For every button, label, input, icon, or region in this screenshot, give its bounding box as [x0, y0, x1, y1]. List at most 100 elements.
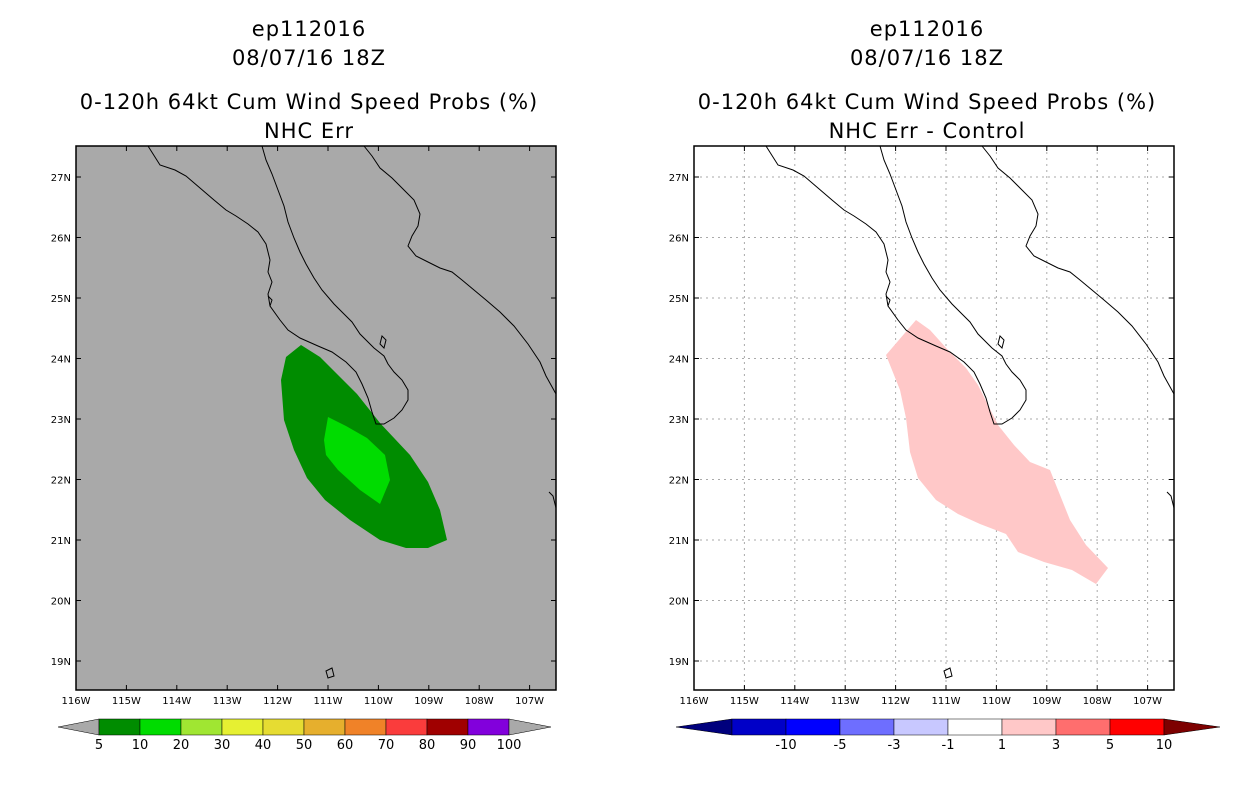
lat-label: 23N: [51, 415, 71, 426]
lat-axis: 27N 26N 25N 24N 23N 22N 21N 20N 19N: [669, 173, 1174, 668]
left-map-panel: ep112016 08/07/16 18Z 0-120h 64kt Cum Wi…: [51, 17, 557, 753]
colorbar-swatch: [731, 718, 787, 736]
lat-label: 26N: [51, 234, 71, 245]
colorbar-swatch: [180, 718, 223, 736]
colorbar-swatch: [785, 718, 841, 736]
colorbar-swatch: [893, 718, 949, 736]
colorbar-label: 1: [998, 738, 1006, 753]
product-title: 0-120h 64kt Cum Wind Speed Probs (%): [697, 90, 1157, 114]
colorbar-label: 5: [1106, 738, 1114, 753]
colorbar-end-right: [508, 718, 552, 736]
colorbar-label: 10: [1156, 738, 1173, 753]
lat-label: 23N: [669, 415, 689, 426]
map-plot: 27N 26N 25N 24N 23N 22N 21N 20N 19N 116W 115W 114W…: [669, 145, 1221, 753]
lon-label: 109W: [414, 696, 443, 707]
lon-label: 116W: [680, 696, 709, 707]
colorbar-swatch: [467, 718, 510, 736]
lon-label: 112W: [881, 696, 910, 707]
colorbar-swatch: [303, 718, 346, 736]
colorbar-label: -3: [888, 738, 901, 753]
lon-label: 111W: [932, 696, 961, 707]
colorbar-label: -5: [834, 738, 847, 753]
lon-label: 109W: [1032, 696, 1061, 707]
colorbar-swatch: [344, 718, 387, 736]
lon-label: 110W: [364, 696, 393, 707]
lon-label: 115W: [730, 696, 759, 707]
colorbar-end-left: [57, 718, 100, 736]
lat-label: 20N: [51, 597, 71, 608]
lon-label: 108W: [1083, 696, 1112, 707]
subtitle: NHC Err: [263, 119, 354, 143]
colorbar-swatch: [221, 718, 264, 736]
colorbar-swatch: [839, 718, 895, 736]
lat-label: 27N: [669, 173, 689, 184]
colorbar-label: -10: [775, 738, 796, 753]
colorbar-swatch: [98, 718, 141, 736]
lat-axis: 27N 26N 25N 24N 23N 22N 21N 20N 19N: [51, 173, 556, 668]
colorbar-swatch: [139, 718, 182, 736]
colorbar-label: 50: [296, 738, 313, 753]
lon-label: 113W: [831, 696, 860, 707]
colorbar-label: 70: [378, 738, 395, 753]
colorbar-label: 90: [460, 738, 477, 753]
subtitle: NHC Err - Control: [828, 119, 1026, 143]
lon-label: 114W: [162, 696, 191, 707]
lat-label: 27N: [51, 173, 71, 184]
colorbar-swatch: [262, 718, 305, 736]
lat-label: 21N: [51, 536, 71, 547]
lat-label: 21N: [669, 536, 689, 547]
colorbar-end-right: [1163, 718, 1221, 736]
colorbar-label: 40: [255, 738, 272, 753]
colorbar-swatch: [385, 718, 428, 736]
colorbar-label: 30: [214, 738, 231, 753]
prob-area-10-20: [324, 417, 390, 504]
lon-label: 116W: [62, 696, 91, 707]
lon-label: 114W: [780, 696, 809, 707]
lat-label: 24N: [51, 355, 71, 366]
colorbar: -10 -5 -3 -1 1 3 5 10: [675, 718, 1221, 753]
colorbar-swatch: [1055, 718, 1111, 736]
datetime-title: 08/07/16 18Z: [231, 46, 387, 70]
right-map-panel: ep112016 08/07/16 18Z 0-120h 64kt Cum Wi…: [618, 0, 1236, 800]
colorbar-swatch: [1001, 718, 1057, 736]
colorbar-swatch: [426, 718, 469, 736]
lat-label: 26N: [669, 234, 689, 245]
lon-label: 110W: [982, 696, 1011, 707]
lon-label: 108W: [465, 696, 494, 707]
colorbar-label: 80: [419, 738, 436, 753]
storm-id-title: ep112016: [251, 17, 367, 41]
lat-label: 25N: [669, 294, 689, 305]
lon-axis: 116W 115W 114W 113W 112W 111W 110W 109W 108W 107W: [62, 146, 544, 707]
diff-area-1-3: [886, 320, 1108, 584]
colorbar-label: 3: [1052, 738, 1060, 753]
lat-label: 25N: [51, 294, 71, 305]
coastline: [765, 145, 1175, 679]
colorbar-end-left: [675, 718, 733, 736]
lon-label: 113W: [213, 696, 242, 707]
colorbar-swatch: [1109, 718, 1165, 736]
colorbar-label: 10: [132, 738, 149, 753]
lat-label: 19N: [51, 657, 71, 668]
lat-label: 20N: [669, 597, 689, 608]
lon-label: 115W: [112, 696, 141, 707]
colorbar-label: -1: [942, 738, 955, 753]
datetime-title: 08/07/16 18Z: [849, 46, 1005, 70]
colorbar: 5 10 20 30 40 50 60 70 80 90 100: [57, 718, 552, 753]
lon-label: 111W: [314, 696, 343, 707]
colorbar-label: 100: [497, 738, 522, 753]
coastline: [147, 145, 557, 679]
lon-label: 107W: [515, 696, 544, 707]
colorbar-swatch: [947, 718, 1003, 736]
storm-id-title: ep112016: [869, 17, 985, 41]
colorbar-label: 60: [337, 738, 354, 753]
product-title: 0-120h 64kt Cum Wind Speed Probs (%): [79, 90, 539, 114]
lon-axis: 116W 115W 114W 113W 112W 111W 110W 109W 108W 107W: [680, 146, 1162, 707]
colorbar-label: 20: [173, 738, 190, 753]
lon-label: 107W: [1133, 696, 1162, 707]
lat-label: 19N: [669, 657, 689, 668]
lat-label: 24N: [669, 355, 689, 366]
lat-label: 22N: [51, 476, 71, 487]
lat-label: 22N: [669, 476, 689, 487]
map-plot: 27N 26N 25N 24N 23N 22N 21N 20N 19N 116W 115W 114W…: [51, 145, 557, 753]
lon-label: 112W: [263, 696, 292, 707]
